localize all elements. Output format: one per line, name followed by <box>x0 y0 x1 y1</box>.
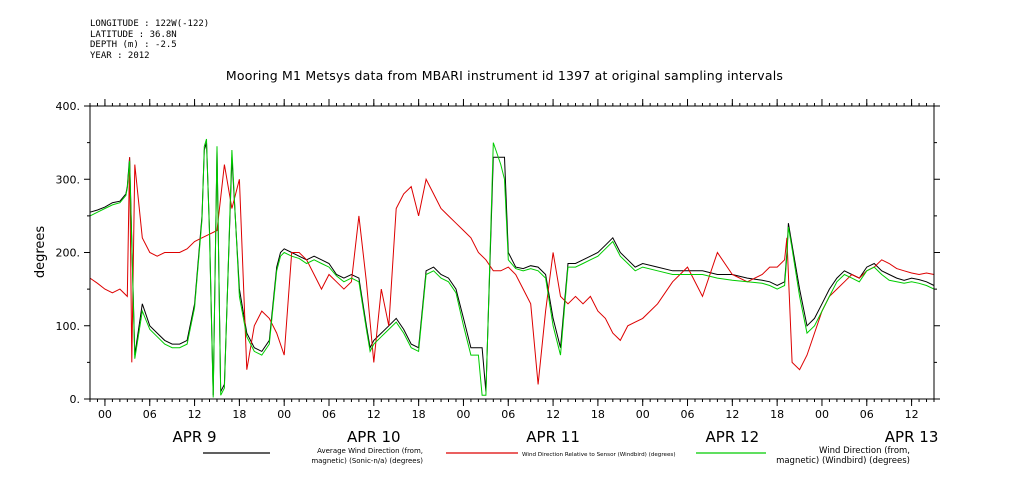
y-tick-label: 200. <box>56 247 81 260</box>
y-tick-label: 100. <box>56 320 81 333</box>
x-tick-label: 06 <box>860 408 874 421</box>
x-tick-label: 06 <box>501 408 515 421</box>
x-tick-label: 00 <box>277 408 291 421</box>
x-tick-label: 12 <box>905 408 919 421</box>
x-day-label: APR 13 <box>885 428 939 446</box>
x-day-label: APR 9 <box>173 428 217 446</box>
y-tick-label: 400. <box>56 100 81 113</box>
x-tick-label: 18 <box>412 408 426 421</box>
meta-latitude: LATITUDE : 36.8N <box>90 29 177 40</box>
series-line-2 <box>89 138 935 398</box>
y-tick-label: 0. <box>70 393 81 406</box>
x-tick-label: 00 <box>98 408 112 421</box>
legend-label-1: Wind Direction Relative to Sensor (Windb… <box>522 452 676 458</box>
x-tick-label: 12 <box>546 408 560 421</box>
x-tick-label: 18 <box>591 408 605 421</box>
x-day-label: APR 10 <box>347 428 401 446</box>
y-axis-label: degrees <box>33 226 48 279</box>
x-tick-label: 00 <box>636 408 650 421</box>
x-tick-label: 00 <box>815 408 829 421</box>
meta-depth: DEPTH (m) : -2.5 <box>90 40 177 50</box>
legend-label-2: magnetic) (Windbird) (degrees) <box>776 456 910 466</box>
axes-layer: 0. 100. 200. 300. 400. 00 06 12 18 00 06 12 18 00 06 12… <box>56 99 940 446</box>
meta-year: YEAR : 2012 <box>90 50 150 61</box>
x-day-label: APR 11 <box>526 428 580 446</box>
metadata-block: LONGITUDE : 122W(-122) LATITUDE : 36.8N … <box>90 19 209 61</box>
y-tick-label: 300. <box>56 173 81 186</box>
x-tick-label: 00 <box>456 408 470 421</box>
x-tick-label: 12 <box>367 408 381 421</box>
series-layer <box>89 138 935 398</box>
legend-label-0: magnetic) (Sonic-n/a) (degrees) <box>311 457 423 465</box>
meta-longitude: LONGITUDE : 122W(-122) <box>90 19 210 29</box>
x-tick-label: 12 <box>725 408 739 421</box>
chart-title: Mooring M1 Metsys data from MBARI instru… <box>225 68 784 83</box>
x-day-label: APR 12 <box>706 428 760 446</box>
legend-label-0: Average Wind Direction (from, <box>317 447 423 455</box>
x-tick-label: 18 <box>770 408 784 421</box>
x-tick-label: 18 <box>232 408 246 421</box>
legend-label-2: Wind Direction (from, <box>819 446 910 456</box>
x-tick-label: 06 <box>143 408 157 421</box>
legend: Average Wind Direction (from, magnetic) (… <box>203 446 910 466</box>
x-tick-label: 12 <box>188 408 202 421</box>
x-tick-label: 06 <box>681 408 695 421</box>
x-tick-label: 06 <box>322 408 336 421</box>
